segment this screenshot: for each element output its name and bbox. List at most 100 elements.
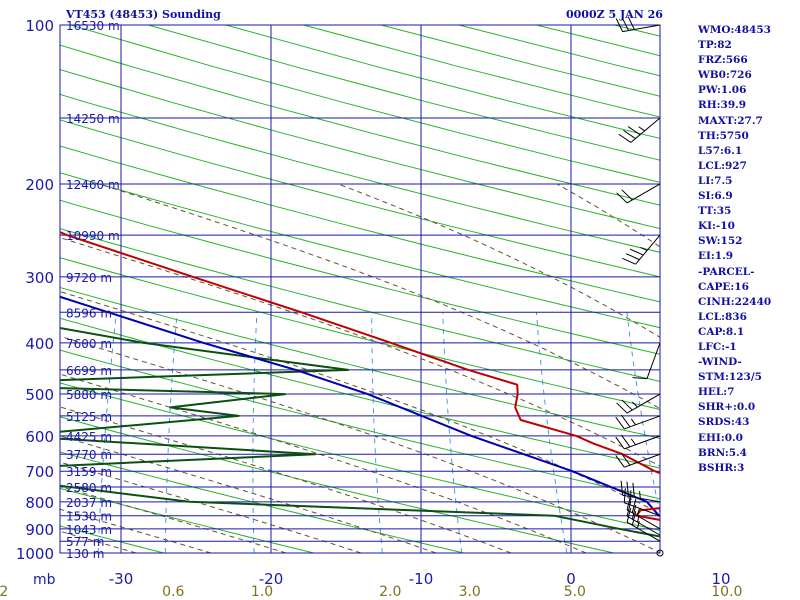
- mixing-ratio-label: 3.0: [459, 584, 481, 600]
- index-value: HEL:7: [698, 386, 735, 399]
- wind-barb-flag: [629, 490, 632, 505]
- wind-barb-flag: [622, 257, 636, 265]
- index-value: KI:-10: [698, 220, 735, 233]
- dry-adiabat-line: [60, 228, 660, 382]
- mixing-ratio-label: 10.0: [711, 584, 742, 600]
- wind-barb-flag: [615, 18, 624, 32]
- pressure-tick-label: 700: [25, 463, 54, 481]
- moist-adiabat-line: [60, 435, 437, 553]
- wind-barb-staff: [624, 415, 661, 430]
- height-label: 10990 m: [66, 229, 120, 243]
- wind-barb-flag: [626, 507, 632, 523]
- wind-barb-flag: [632, 377, 648, 380]
- height-label: 3159 m: [66, 465, 112, 479]
- index-value: TP:82: [698, 39, 732, 52]
- moist-adiabat-line: [337, 183, 660, 338]
- mixing-ratio-label: 0.2: [0, 584, 8, 600]
- wind-barbs: [615, 16, 664, 557]
- sounding-time: 0000Z 5 JAN 26: [566, 8, 663, 21]
- index-value: FRZ:566: [698, 54, 748, 67]
- wind-barb-staff: [622, 24, 661, 33]
- mixing-ratio-line: [626, 312, 660, 516]
- pressure-tick-label: 600: [25, 428, 54, 446]
- wind-barb-flag: [615, 416, 625, 430]
- index-value: WB0:726: [698, 69, 752, 82]
- dry-adiabat-line: [60, 199, 660, 355]
- calm-wind-marker: [656, 549, 664, 557]
- index-value: EHI:0.0: [698, 431, 743, 444]
- temperature-tick-label: 10: [711, 570, 730, 588]
- height-label: 2580 m: [66, 481, 112, 495]
- height-label: 4425 m: [66, 430, 112, 444]
- moist-adiabat-line: [60, 461, 362, 553]
- wind-barb-half-flag: [640, 247, 648, 251]
- wind-barb-flag: [621, 189, 633, 201]
- indices-panel: WMO:48453 TP:82 FRZ:566 WB0:726 PW:1.06 RH:39…: [698, 23, 798, 476]
- mixing-ratio-line: [252, 312, 258, 553]
- index-value: SI:6.9: [698, 190, 733, 203]
- temperature-tick-label: -10: [409, 570, 434, 588]
- wind-barb-flag: [616, 402, 628, 414]
- index-value: LCL:927: [698, 159, 747, 172]
- wind-barb-half-flag: [630, 438, 636, 446]
- index-value: CAPE:16: [698, 280, 749, 293]
- mixing-ratio-line: [535, 312, 568, 553]
- wind-barb-staff: [624, 435, 661, 450]
- wind-barb-flag: [626, 481, 629, 497]
- height-label: 3770 m: [66, 448, 112, 462]
- height-label: 130 m: [66, 547, 104, 561]
- index-value: CAP:8.1: [698, 325, 745, 338]
- dry-adiabat-line: [60, 349, 660, 500]
- wind-barb-flag: [615, 455, 625, 468]
- index-value: SRDS:43: [698, 416, 750, 429]
- index-value: STM:123/5: [698, 371, 762, 384]
- parcel-line: [60, 295, 660, 517]
- wind-barb-staff: [622, 494, 661, 503]
- wind-barb-half-flag: [630, 418, 636, 426]
- wind-barb-flag: [621, 399, 633, 411]
- dry-adiabat-line: [60, 317, 660, 469]
- axis-labels: 1002003004005006007008009001000mb-80-70-…: [0, 17, 742, 600]
- wind-barb-flag: [631, 504, 637, 520]
- index-value: MAXT:27.7: [698, 114, 763, 127]
- index-value: SW:152: [698, 235, 743, 248]
- wind-barb-staff: [630, 117, 661, 143]
- mixing-ratio-label: 5.0: [564, 584, 586, 600]
- height-label: 1043 m: [66, 523, 112, 537]
- wind-barb-flag: [620, 480, 624, 496]
- height-label: 9720 m: [66, 271, 112, 285]
- mixing-ratio-line: [371, 312, 383, 553]
- index-value: -WIND-: [698, 356, 742, 369]
- wind-barb-staff: [624, 502, 661, 517]
- dry-adiabat-line: [60, 93, 660, 253]
- wind-barb-flag: [616, 192, 628, 204]
- wind-barb-staff: [626, 509, 661, 530]
- wind-barb-flag: [627, 126, 641, 136]
- index-value: LFC:-1: [698, 340, 737, 353]
- wind-barb-flag: [620, 453, 631, 466]
- pressure-tick-label: 200: [25, 176, 54, 194]
- index-value: LCL:836: [698, 310, 747, 323]
- height-label: 7600 m: [66, 337, 112, 351]
- dewpoint-series: [60, 327, 660, 538]
- wind-barb-flag: [629, 248, 644, 256]
- height-label: 8596 m: [66, 306, 112, 320]
- index-value: PW:1.06: [698, 84, 747, 97]
- wind-barb-half-flag: [636, 508, 640, 516]
- wind-barb-flag: [620, 434, 631, 448]
- wind-barb-flag: [620, 414, 631, 428]
- wind-barb-flag: [631, 510, 637, 526]
- wind-barb-flag: [623, 129, 636, 139]
- isobars: [59, 24, 661, 554]
- index-value: TH:5750: [698, 129, 749, 142]
- index-value: L57:6.1: [698, 144, 743, 157]
- temperature-tick-label: 0: [566, 570, 576, 588]
- index-value: EI:1.9: [698, 250, 734, 263]
- wind-barb-flag: [627, 16, 635, 30]
- dry-adiabat-line: [0, 25, 14, 553]
- dry-adiabat-line: [60, 257, 660, 410]
- dry-adiabat-line: [60, 172, 660, 329]
- dewpoint-line: [60, 327, 660, 538]
- pressure-tick-label: 500: [25, 386, 54, 404]
